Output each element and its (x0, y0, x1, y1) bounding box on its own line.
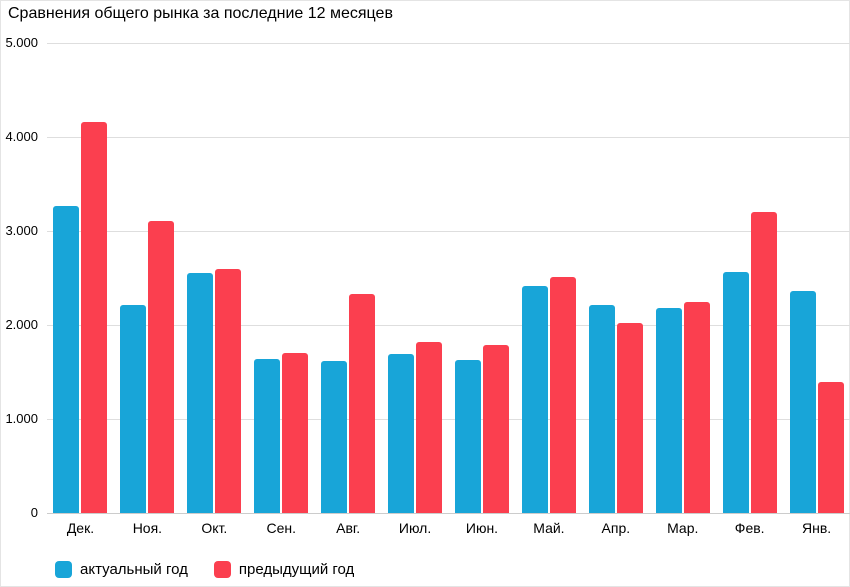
x-axis-label: Фев. (734, 520, 765, 536)
bar-current-year[interactable] (722, 272, 749, 513)
bar-previous-year[interactable] (81, 122, 108, 513)
y-axis-label: 2.000 (5, 317, 38, 332)
bar-current-year[interactable] (789, 291, 816, 513)
bar-group (114, 43, 181, 513)
bar-previous-year[interactable] (482, 344, 509, 513)
bar-previous-year[interactable] (215, 268, 242, 513)
bar-current-year[interactable] (655, 308, 682, 513)
legend-item-previous-year[interactable]: предыдущий год (213, 561, 355, 578)
x-axis-line (47, 513, 850, 514)
y-axis-label: 5.000 (5, 35, 38, 50)
legend-label: предыдущий год (238, 561, 355, 578)
legend-swatch (55, 561, 72, 578)
bar-current-year[interactable] (120, 305, 147, 513)
legend-label: актуальный год (80, 561, 188, 578)
x-axis-label: Мар. (667, 520, 699, 536)
bar-group (315, 43, 382, 513)
x-axis-label: Окт. (201, 520, 228, 536)
bar-group (47, 43, 114, 513)
bar-group (248, 43, 315, 513)
bar-previous-year[interactable] (683, 302, 710, 513)
bar-group (783, 43, 850, 513)
x-axis-label: Янв. (802, 520, 832, 536)
bar-current-year[interactable] (53, 205, 80, 513)
bar-previous-year[interactable] (616, 323, 643, 513)
bar-group (582, 43, 649, 513)
gridline (47, 325, 850, 326)
plot-area (47, 43, 850, 513)
bar-current-year[interactable] (388, 354, 415, 513)
gridline (47, 419, 850, 420)
x-axis-label: Май. (533, 520, 565, 536)
bar-group (382, 43, 449, 513)
x-axis: Дек. Ноя. Окт. Сен. Авг. Июл. Июн. Май. Апр. Мар.… (47, 520, 850, 536)
gridline (47, 137, 850, 138)
bar-group (181, 43, 248, 513)
y-axis-label: 3.000 (5, 223, 38, 238)
bar-previous-year[interactable] (549, 277, 576, 513)
bar-group (515, 43, 582, 513)
y-axis-label: 0 (30, 505, 38, 520)
gridline (47, 231, 850, 232)
x-axis-label: Апр. (601, 520, 631, 536)
y-axis-label: 4.000 (5, 129, 38, 144)
x-axis-label: Авг. (336, 520, 361, 536)
bar-current-year[interactable] (588, 305, 615, 513)
legend: актуальный год предыдущий год (55, 561, 354, 578)
x-axis-label: Сен. (266, 520, 296, 536)
bar-previous-year[interactable] (282, 353, 309, 513)
bar-previous-year[interactable] (416, 341, 443, 513)
legend-item-current-year[interactable]: актуальный год (55, 561, 188, 578)
bar-group (649, 43, 716, 513)
x-axis-label: Ноя. (132, 520, 163, 536)
bar-group (449, 43, 516, 513)
bar-previous-year[interactable] (817, 382, 844, 513)
bar-current-year[interactable] (521, 285, 548, 513)
chart-title: Сравнения общего рынка за последние 12 м… (8, 5, 393, 22)
bar-current-year[interactable] (187, 273, 214, 513)
bar-current-year[interactable] (321, 360, 348, 513)
bar-group (716, 43, 783, 513)
bar-current-year[interactable] (454, 359, 481, 513)
x-axis-label: Дек. (66, 520, 95, 536)
x-axis-label: Июн. (465, 520, 499, 536)
x-axis-label: Июл. (398, 520, 432, 536)
bar-previous-year[interactable] (148, 220, 175, 513)
bar-previous-year[interactable] (750, 212, 777, 513)
bar-previous-year[interactable] (349, 294, 376, 513)
legend-swatch (213, 561, 231, 578)
gridline (47, 43, 850, 44)
y-axis-label: 1.000 (5, 411, 38, 426)
bar-current-year[interactable] (254, 358, 281, 513)
